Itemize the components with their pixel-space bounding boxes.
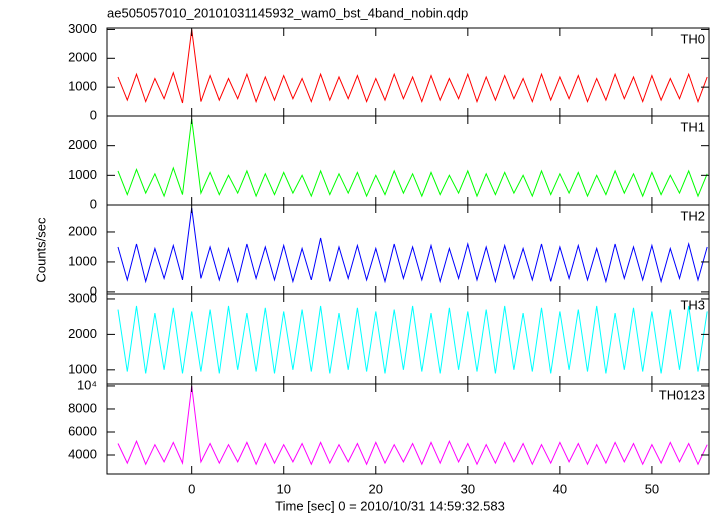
x-tick-label: 40 [553, 481, 567, 496]
y-axis-label: Counts/sec [33, 217, 48, 283]
y-tick-label: 10⁴ [77, 377, 97, 392]
panel-label: TH0123 [659, 387, 705, 402]
y-tick-label: 3000 [68, 290, 97, 305]
data-line [117, 207, 708, 284]
y-tick-label: 1000 [68, 167, 97, 182]
y-tick-label: 6000 [68, 423, 97, 438]
chart-title: ae505057010_20101031145932_wam0_bst_4ban… [107, 5, 468, 20]
y-tick-label: 0 [90, 107, 97, 122]
y-tick-label: 2000 [68, 137, 97, 152]
panel-frame [106, 383, 710, 475]
y-tick-label: 4000 [68, 446, 97, 461]
y-tick-label: 0 [90, 196, 97, 211]
x-tick-label: 0 [188, 481, 195, 496]
data-line [117, 385, 708, 466]
data-line [117, 118, 708, 198]
y-tick-label: 1000 [68, 79, 97, 94]
y-tick-label: 2000 [68, 223, 97, 238]
x-tick-label: 20 [369, 481, 383, 496]
x-tick-label: 10 [276, 481, 290, 496]
x-tick-label: 30 [461, 481, 475, 496]
panel-label: TH2 [680, 208, 705, 223]
y-tick-label: 2000 [68, 326, 97, 341]
x-axis-label: Time [sec] 0 = 2010/10/31 14:59:32.583 [275, 498, 505, 513]
panel-label: TH3 [680, 297, 705, 312]
y-tick-label: 1000 [68, 361, 97, 376]
data-line [117, 305, 708, 374]
y-tick-label: 2000 [68, 50, 97, 65]
y-tick-label: 8000 [68, 400, 97, 415]
y-tick-label: 3000 [68, 21, 97, 36]
x-tick-label: 50 [645, 481, 659, 496]
data-line [117, 29, 708, 104]
y-tick-label: 1000 [68, 253, 97, 268]
y-tick-label: 0 [90, 283, 97, 298]
panel-label: TH1 [680, 119, 705, 134]
panel-label: TH0 [680, 31, 705, 46]
